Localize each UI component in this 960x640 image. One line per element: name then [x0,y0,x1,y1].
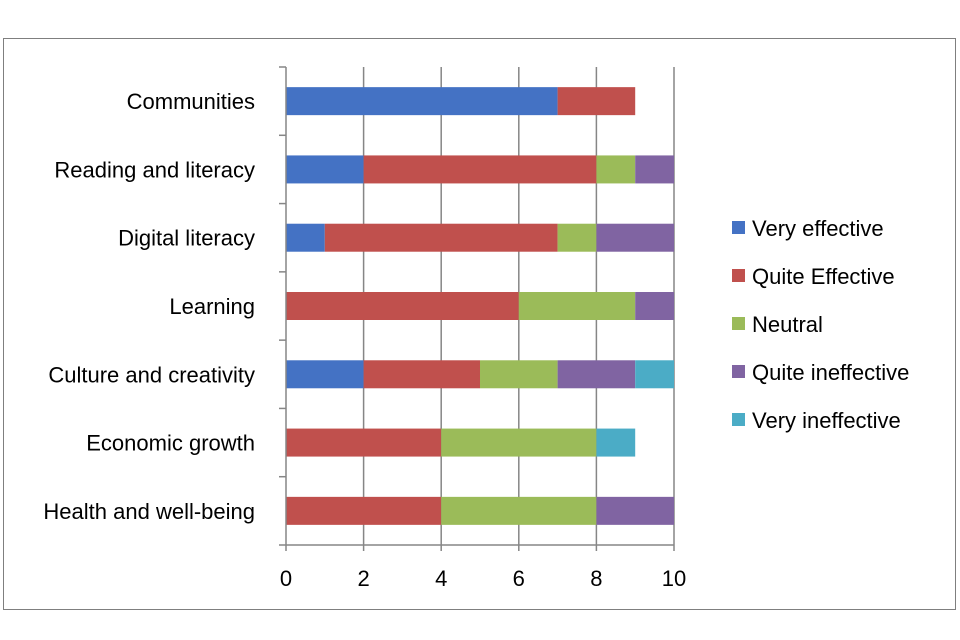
bar-segment-neutral [480,360,558,389]
legend-label: Neutral [752,312,823,337]
bar-segment-very-ineffective [596,428,636,457]
bar-segment-very-effective [286,87,558,116]
bar-segment-neutral [441,428,597,457]
bar-segment-quite-effective [363,360,480,389]
bar-segment-neutral [596,155,636,184]
bar-segment-quite-effective [286,428,442,457]
category-label: Reading and literacy [54,157,255,182]
bar-segment-neutral [557,223,597,252]
bar-segment-quite-effective [324,223,558,252]
category-labels: Communities Reading and literacy Digital l… [43,89,255,524]
category-label: Economic growth [86,431,255,456]
legend-swatch [732,269,745,282]
legend: Very effective Quite Effective Neutral Quit… [732,216,909,433]
bars [286,87,674,525]
bar-segment-quite-ineffective [557,360,636,389]
bar-segment-very-ineffective [635,360,674,389]
x-tick-label: 2 [357,566,369,591]
bar-segment-very-effective [286,360,364,389]
x-tick-label: 0 [280,566,292,591]
x-tick-label: 8 [590,566,602,591]
bar-segment-neutral [518,292,636,320]
legend-swatch [732,221,745,234]
x-tick-labels: 0 2 4 6 8 10 [280,566,686,591]
bar-segment-quite-ineffective [635,155,674,184]
bar-segment-quite-ineffective [635,292,674,320]
legend-swatch [732,413,745,426]
category-label: Communities [127,89,255,114]
axes [279,66,675,551]
bar-segment-quite-ineffective [596,223,674,252]
legend-label: Quite Effective [752,264,895,289]
category-label: Digital literacy [118,226,255,251]
category-label: Health and well-being [43,499,255,524]
legend-swatch [732,365,745,378]
bar-segment-quite-ineffective [596,496,674,525]
legend-label: Very effective [752,216,884,241]
x-tick-label: 6 [513,566,525,591]
bar-segment-very-effective [286,223,325,252]
legend-label: Quite ineffective [752,360,909,385]
bar-segment-quite-effective [286,496,442,525]
bar-segment-neutral [441,496,597,525]
bar-segment-very-effective [286,155,364,184]
bar-segment-quite-effective [557,87,636,116]
x-tick-label: 4 [435,566,447,591]
category-label: Learning [169,294,255,319]
legend-swatch [732,317,745,330]
bar-segment-quite-effective [286,292,519,320]
x-tick-label: 10 [662,566,686,591]
bar-segment-quite-effective [363,155,597,184]
legend-label: Very ineffective [752,408,901,433]
category-label: Culture and creativity [48,362,255,387]
